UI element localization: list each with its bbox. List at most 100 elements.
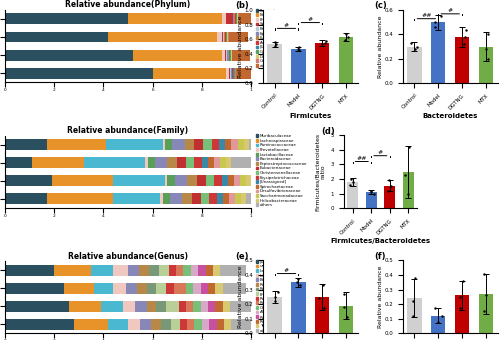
Bar bbox=[5, 301, 69, 312]
Bar bbox=[184, 139, 194, 150]
Bar bbox=[214, 157, 220, 168]
Text: (f): (f) bbox=[374, 252, 386, 261]
Point bbox=[315, 295, 323, 301]
Bar bbox=[216, 319, 224, 330]
Bar bbox=[236, 68, 251, 79]
Point bbox=[344, 314, 351, 320]
Bar bbox=[232, 139, 237, 150]
Bar bbox=[228, 175, 234, 186]
Bar bbox=[408, 47, 422, 83]
Bar bbox=[108, 319, 128, 330]
Y-axis label: Relative abundance: Relative abundance bbox=[238, 266, 244, 328]
Bar bbox=[248, 139, 267, 150]
Point bbox=[296, 45, 304, 50]
Bar bbox=[178, 301, 186, 312]
Bar bbox=[238, 139, 244, 150]
Bar bbox=[232, 14, 234, 24]
Bar bbox=[202, 157, 208, 168]
Bar bbox=[194, 157, 202, 168]
Text: #: # bbox=[308, 17, 313, 22]
Point bbox=[386, 178, 394, 183]
Bar bbox=[140, 319, 151, 330]
Point bbox=[367, 189, 375, 195]
Bar bbox=[222, 175, 228, 186]
Point bbox=[342, 37, 349, 43]
Bar bbox=[431, 22, 446, 83]
Bar bbox=[198, 265, 205, 275]
Point bbox=[482, 293, 490, 298]
Bar bbox=[139, 265, 149, 275]
Point bbox=[350, 179, 358, 185]
Bar bbox=[227, 50, 228, 61]
Bar bbox=[146, 157, 148, 168]
Bar bbox=[230, 68, 231, 79]
Bar bbox=[229, 193, 235, 204]
Bar bbox=[230, 301, 251, 312]
Bar bbox=[136, 283, 146, 294]
Point bbox=[480, 271, 488, 276]
Point bbox=[342, 32, 350, 37]
Bar bbox=[455, 295, 469, 333]
Bar bbox=[234, 68, 236, 79]
Bar bbox=[227, 32, 228, 42]
Bar bbox=[233, 68, 234, 79]
Point bbox=[438, 313, 446, 319]
Legend: Firmicutes, Bacteroidetes, Proteobacteria, Spirochaetes, Patescibacteria, Epsilo: Firmicutes, Bacteroidetes, Proteobacteri… bbox=[256, 8, 299, 68]
Bar bbox=[366, 192, 376, 208]
Bar bbox=[47, 193, 114, 204]
Bar bbox=[5, 50, 133, 61]
Bar bbox=[235, 193, 242, 204]
Bar bbox=[168, 157, 177, 168]
Bar bbox=[238, 14, 251, 24]
Bar bbox=[208, 301, 216, 312]
Y-axis label: Firmicutes/Bacteroidetes
ratio: Firmicutes/Bacteroidetes ratio bbox=[314, 133, 326, 211]
Point bbox=[410, 299, 418, 304]
Point bbox=[321, 40, 329, 46]
Bar bbox=[224, 32, 225, 42]
Point bbox=[404, 191, 412, 196]
Point bbox=[271, 43, 279, 49]
Bar bbox=[232, 157, 251, 168]
Bar bbox=[206, 265, 213, 275]
Bar bbox=[192, 193, 200, 204]
Bar bbox=[230, 50, 231, 61]
X-axis label: Bacteroidetes: Bacteroidetes bbox=[422, 113, 478, 119]
Title: Relative abundance(Family): Relative abundance(Family) bbox=[68, 126, 188, 135]
Bar bbox=[176, 265, 184, 275]
Bar bbox=[223, 32, 224, 42]
Point bbox=[456, 306, 464, 311]
Bar bbox=[216, 301, 223, 312]
Point bbox=[346, 176, 354, 182]
Bar bbox=[222, 50, 226, 61]
Bar bbox=[108, 32, 216, 42]
Bar bbox=[166, 283, 173, 294]
Bar bbox=[202, 319, 209, 330]
Bar bbox=[408, 298, 422, 333]
Bar bbox=[186, 301, 194, 312]
Bar bbox=[133, 50, 222, 61]
Bar bbox=[234, 14, 235, 24]
Point bbox=[340, 304, 348, 310]
Bar bbox=[162, 139, 165, 150]
X-axis label: Firmicutes: Firmicutes bbox=[289, 113, 332, 119]
Bar bbox=[194, 139, 203, 150]
Legend: Muribaculaceae, Lachnospiraceae, Ruminococcaceae, Prevotellaceae, Lactobacillace: Muribaculaceae, Lachnospiraceae, Ruminoc… bbox=[256, 134, 307, 207]
Point bbox=[480, 309, 488, 314]
Bar bbox=[220, 265, 246, 275]
Bar bbox=[168, 265, 176, 275]
Bar bbox=[146, 301, 156, 312]
Bar bbox=[152, 319, 162, 330]
Point bbox=[272, 294, 280, 300]
Bar bbox=[216, 283, 223, 294]
Point bbox=[414, 44, 422, 49]
Bar bbox=[114, 175, 165, 186]
Bar bbox=[231, 50, 232, 61]
Bar bbox=[5, 265, 54, 275]
Bar bbox=[200, 301, 208, 312]
Bar bbox=[64, 283, 94, 294]
Bar bbox=[194, 319, 202, 330]
Bar bbox=[234, 175, 240, 186]
Point bbox=[274, 290, 281, 295]
Bar bbox=[235, 14, 236, 24]
Bar bbox=[5, 283, 64, 294]
